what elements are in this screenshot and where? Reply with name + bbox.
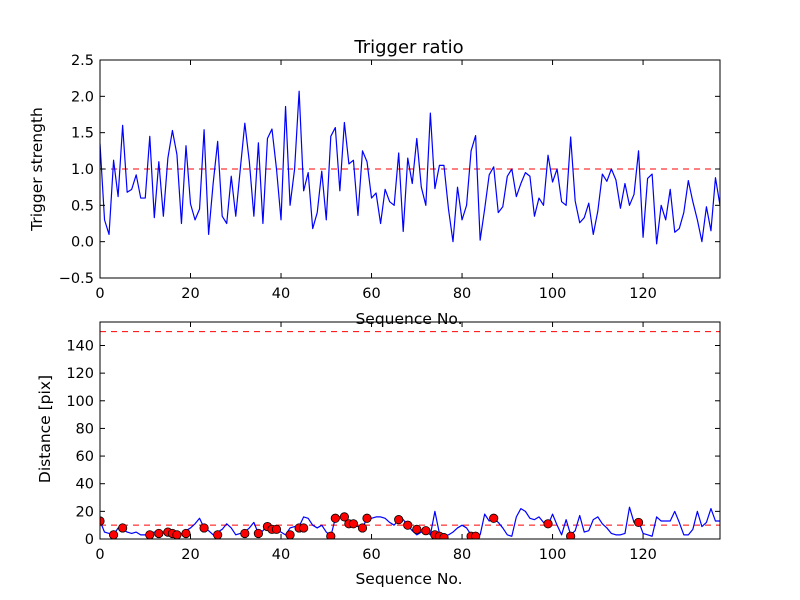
data-point-marker	[394, 515, 404, 525]
data-point-marker	[285, 530, 295, 539]
y-tick-label: 0.0	[71, 235, 94, 251]
series-line	[100, 90, 720, 245]
data-point-marker	[145, 530, 155, 539]
x-tick-label: 40	[272, 547, 290, 563]
data-point-marker	[633, 517, 644, 528]
data-point-marker	[412, 524, 422, 534]
trigger-ratio-chart: Trigger ratio 0 20 40 60 80 100 120 −0.5 0.0 0.5 1…	[28, 37, 721, 328]
distance-chart: 0 20 40 60 80 100 120 0 20 40 60 80 100 120 140 Sequen…	[36, 321, 721, 588]
data-point-marker	[348, 519, 359, 529]
data-point-marker	[299, 523, 309, 533]
plot-contents	[100, 90, 720, 245]
y-axis-label: Trigger strength	[28, 107, 46, 232]
x-tick-label: 100	[539, 547, 567, 563]
chart-title: Trigger ratio	[353, 37, 463, 58]
data-point-marker	[326, 531, 336, 539]
data-point-marker	[330, 513, 340, 523]
distance-plot-area: 0 20 40 60 80 100 120 0 20 40 60 80 100 120 140	[66, 321, 721, 563]
y-tick-label: 20	[76, 504, 94, 520]
data-point-marker	[199, 523, 209, 533]
x-tick-label: 80	[453, 547, 471, 563]
x-tick-label: 0	[95, 547, 104, 563]
y-tick-label: 0.5	[71, 198, 94, 214]
x-axis-label: Sequence No.	[355, 570, 462, 588]
y-tick-label: 2.0	[71, 89, 94, 105]
x-tick-label: 120	[629, 286, 657, 302]
x-tick-label: 100	[539, 286, 567, 302]
y-tick-label: 1.5	[71, 126, 94, 142]
plot-frame	[99, 321, 721, 540]
x-tick-label: 60	[362, 286, 380, 302]
data-point-marker	[108, 530, 119, 539]
data-point-marker	[213, 530, 223, 539]
data-point-marker	[357, 523, 368, 533]
x-tick-label: 0	[95, 286, 104, 302]
data-point-marker	[253, 528, 263, 539]
y-tick-label: 40	[76, 477, 94, 493]
x-tick-label: 60	[362, 547, 380, 563]
data-point-marker	[566, 531, 576, 539]
y-tick-label: 0	[85, 532, 94, 548]
y-tick-label: 100	[66, 394, 94, 410]
x-tick-label: 20	[181, 286, 199, 302]
data-point-marker	[421, 526, 431, 536]
x-tick-label: 120	[629, 547, 657, 563]
data-point-marker	[172, 530, 182, 539]
data-point-marker	[543, 519, 553, 529]
data-point-marker	[439, 533, 449, 539]
data-point-marker	[271, 524, 282, 534]
data-point-marker	[118, 523, 128, 533]
data-point-marker	[471, 531, 481, 539]
x-tick-label: 40	[272, 286, 290, 302]
x-tick-label: 80	[453, 286, 471, 302]
data-point-marker	[240, 528, 250, 539]
x-tick-label: 20	[181, 547, 199, 563]
y-tick-label: 140	[66, 338, 94, 354]
data-point-marker	[339, 512, 349, 522]
y-tick-label: 80	[76, 421, 94, 437]
x-axis-label: Sequence No.	[355, 310, 462, 328]
data-point-marker	[181, 528, 191, 539]
data-point-marker	[362, 513, 372, 523]
y-tick-label: 120	[66, 366, 94, 382]
y-tick-label: 60	[76, 449, 94, 465]
y-tick-label: −0.5	[59, 271, 94, 287]
y-tick-label: 1.0	[71, 162, 94, 178]
data-point-marker	[154, 528, 164, 539]
trigger-ratio-plot-area: 0 20 40 60 80 100 120 −0.5 0.0 0.5 1.0 1.5 2.0 2.5	[59, 53, 721, 302]
data-point-marker	[489, 513, 499, 523]
y-axis-label: Distance [pix]	[36, 375, 54, 483]
plot-contents	[100, 331, 720, 539]
y-tick-label: 2.5	[71, 53, 94, 69]
data-point-marker	[403, 520, 413, 530]
